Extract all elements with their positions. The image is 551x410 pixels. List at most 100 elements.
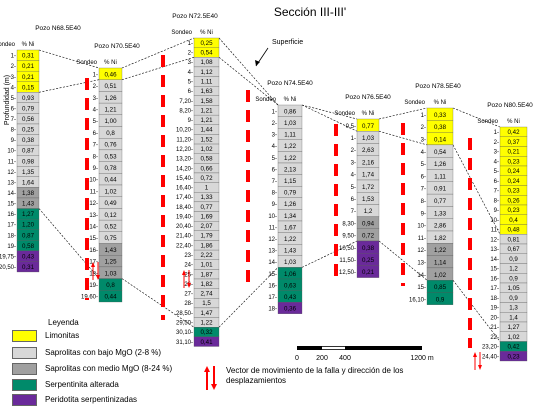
sondeo-header: Sondeo — [477, 119, 498, 125]
sample-depth: 1- — [188, 41, 193, 47]
sample-depth: 1- — [351, 136, 356, 142]
sample-depth: 2- — [421, 125, 426, 131]
sample-ni: 0,44 — [104, 177, 117, 184]
sample-ni: 0,21 — [22, 74, 35, 81]
sample-cell — [426, 292, 454, 305]
correlation-line — [452, 144, 501, 235]
sample-depth: 9- — [188, 118, 193, 124]
sample-depth: 19- — [89, 283, 98, 289]
legend-label: Limonitas — [45, 331, 80, 340]
sample-ni: 0,25 — [362, 257, 375, 264]
sample-depth: 12- — [490, 237, 499, 243]
sample-ni: 2,74 — [200, 291, 213, 298]
sample-ni: 1,20 — [22, 222, 35, 229]
sample-depth: 11- — [90, 189, 98, 195]
sample-ni: 0,26 — [507, 197, 520, 204]
sample-depth: 9,50- — [342, 234, 356, 240]
sample-ni: 0,46 — [104, 71, 117, 78]
sample-depth: 4- — [421, 150, 426, 156]
sample-ni: 1,72 — [362, 184, 375, 191]
well-name: Pozo N76.5E40 — [345, 94, 391, 101]
sample-ni: 1,69 — [200, 213, 213, 220]
sample-ni: 0,41 — [200, 339, 213, 346]
sample-ni: 2,63 — [362, 147, 375, 154]
sample-ni: 1,26 — [104, 95, 117, 102]
sample-depth: 24- — [184, 263, 193, 269]
sample-depth: 14- — [89, 225, 98, 231]
sample-ni: 0,12 — [104, 212, 117, 219]
sample-depth: 10,20- — [176, 128, 193, 134]
sample-ni: 0,9 — [509, 295, 518, 302]
sample-ni: 0,33 — [434, 112, 447, 119]
sample-depth: 6- — [188, 89, 193, 95]
ni-header: % Ni — [200, 30, 213, 36]
sample-depth: 18- — [89, 271, 98, 277]
sondeo-header: Sondeo — [255, 97, 276, 103]
sample-ni: 0,43 — [284, 294, 297, 301]
sample-depth: 13,20- — [176, 157, 193, 163]
legend-swatch — [12, 346, 37, 359]
sample-ni: 0,66 — [200, 165, 213, 172]
sample-ni: 1,22 — [284, 236, 297, 243]
sample-depth: 13- — [7, 180, 16, 186]
sample-ni: 0,54 — [200, 50, 213, 57]
sample-cell — [356, 265, 380, 278]
correlation-line — [218, 37, 279, 106]
correlation-line — [452, 280, 501, 342]
correlation-line — [121, 37, 195, 69]
ni-header: % Ni — [507, 119, 520, 125]
sample-depth: 14- — [7, 191, 16, 197]
sample-ni: 0,8 — [106, 282, 115, 289]
sample-depth: 20,40- — [176, 224, 193, 230]
sondeo-header: Sondeo — [76, 60, 97, 66]
sample-ni: 1 — [205, 185, 209, 192]
sample-depth: 22,40- — [176, 243, 193, 249]
sample-ni: 0,23 — [507, 353, 520, 360]
sample-depth: 6- — [93, 131, 98, 137]
sample-ni: 1,25 — [104, 259, 117, 266]
sample-ni: 1,26 — [434, 161, 447, 168]
legend-swatch — [12, 329, 37, 342]
sample-ni: 1,03 — [284, 120, 297, 127]
sample-depth: 10- — [268, 214, 277, 220]
fault-markers — [85, 55, 482, 370]
sample-depth: 9- — [93, 166, 98, 172]
sample-ni: 0,23 — [507, 188, 520, 195]
sample-ni: 0,93 — [22, 95, 35, 102]
well-column: Pozo N70.5E40 Sondeo % Ni 1- 0,46 2- 0,51 3- 1,2… — [76, 43, 140, 303]
well-name: Pozo N74.5E40 — [267, 80, 313, 87]
sample-depth: 30,10- — [176, 330, 193, 336]
sample-ni: 2,22 — [200, 252, 213, 259]
sample-ni: 0,15 — [22, 84, 35, 91]
sample-ni: 1,4 — [509, 314, 518, 321]
sample-depth: 11- — [491, 228, 499, 234]
sample-ni: 1,87 — [200, 271, 213, 278]
sample-ni: 1,01 — [200, 262, 213, 269]
sample-depth: 17- — [7, 223, 16, 229]
sample-ni: 1,34 — [284, 213, 297, 220]
legend-label: Saprolitas con bajo MgO (2-8 %) — [45, 348, 162, 357]
sample-depth: 18- — [490, 296, 499, 302]
correlation-line — [452, 107, 501, 128]
well-name: Pozo N70.5E40 — [94, 43, 140, 50]
sample-ni: 1,44 — [200, 127, 213, 134]
legend-fault-label: Vector de movimiento de la falla y direc… — [226, 366, 404, 385]
sample-ni: 1,22 — [200, 320, 213, 327]
sample-depth: 16,40- — [176, 186, 193, 192]
sondeo-header: Sondeo — [171, 30, 192, 36]
sample-depth: 18,40- — [176, 205, 193, 211]
sample-depth: 15- — [7, 202, 16, 208]
sample-depth: 17- — [490, 286, 499, 292]
sample-depth: 14- — [268, 260, 277, 266]
sample-ni: 0,77 — [200, 204, 213, 211]
sample-depth: 19,60- — [81, 295, 98, 301]
sample-ni: 0,94 — [362, 220, 375, 227]
sample-depth: 11- — [8, 159, 16, 165]
sample-depth: 10- — [490, 218, 499, 224]
well-column: Pozo N74.5E40 Sondeo % Ni 1- 0,86 2- 1,03 3- 1,1… — [255, 80, 313, 314]
sample-depth: 13- — [89, 213, 98, 219]
sample-ni: 2,13 — [284, 166, 297, 173]
sample-depth: 12- — [7, 170, 16, 176]
sample-depth: 8- — [11, 128, 16, 134]
